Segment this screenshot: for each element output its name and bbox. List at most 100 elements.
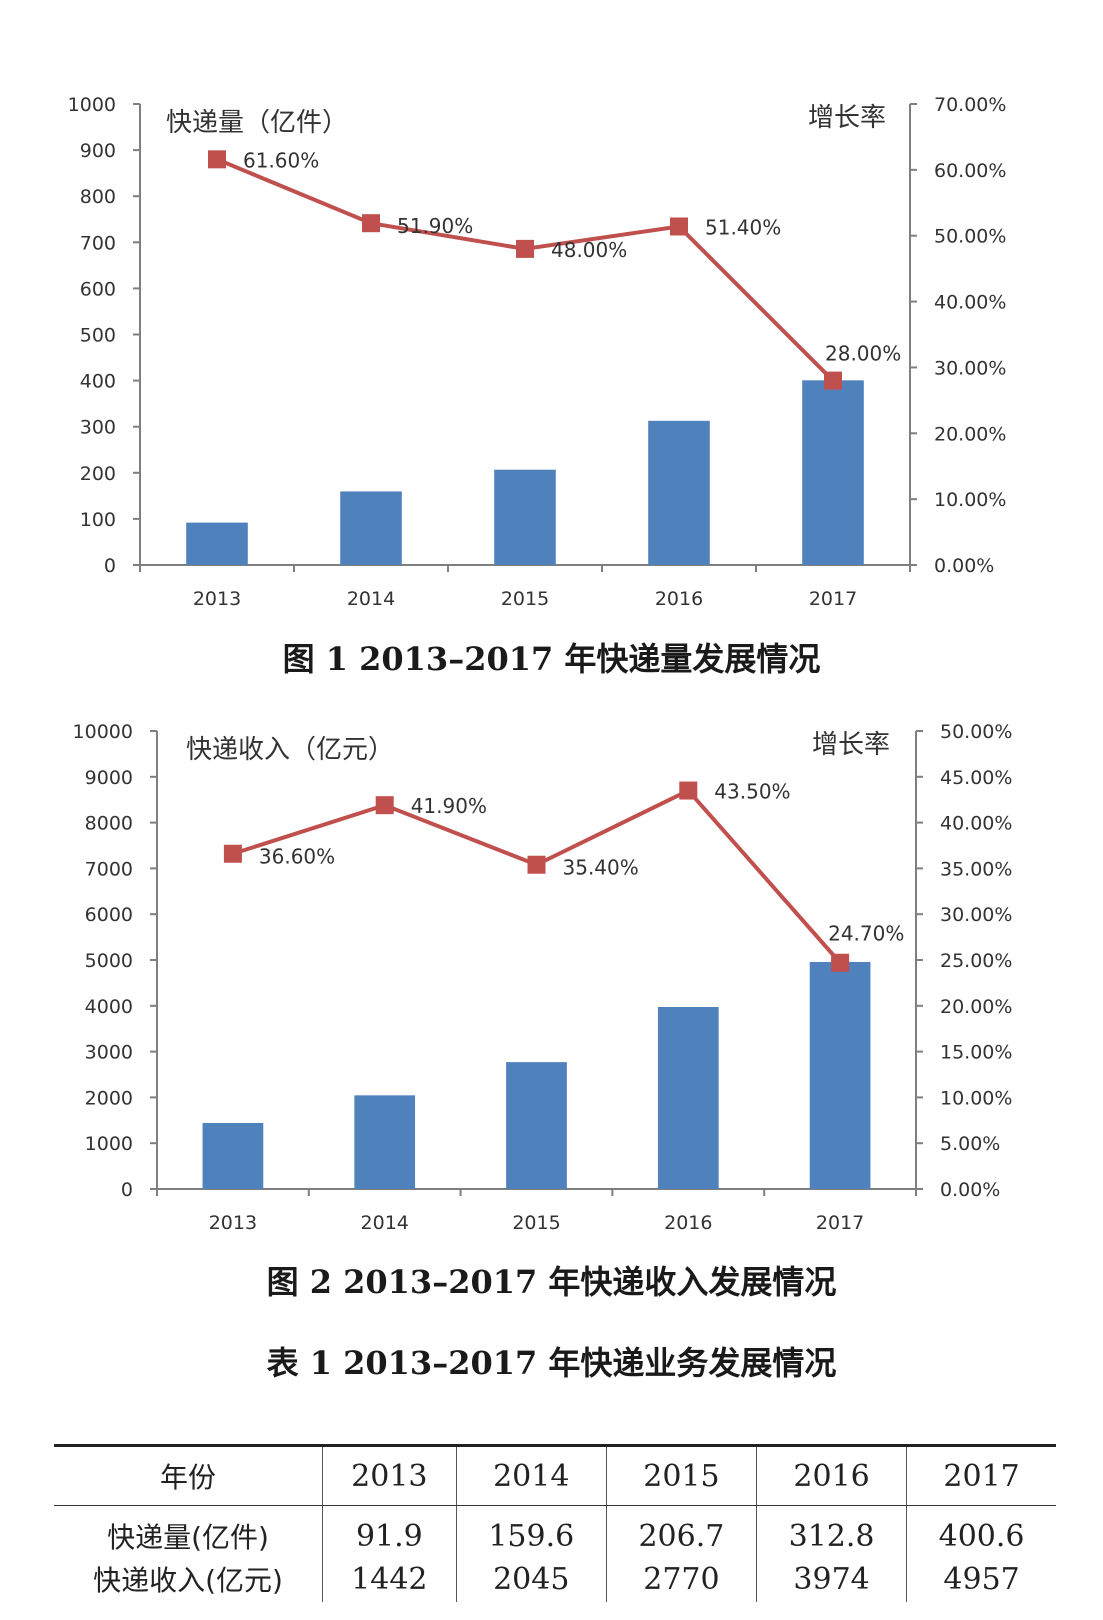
- bar: [340, 491, 402, 565]
- left-tick-label: 7000: [85, 858, 133, 880]
- left-tick-label: 2000: [85, 1087, 133, 1109]
- x-tick-label: 2014: [347, 588, 395, 610]
- right-tick-label: 20.00%: [940, 996, 1012, 1018]
- right-tick-label: 10.00%: [940, 1087, 1012, 1109]
- express-volume-chart: 0 100 200 300 400 500 600 700 800 900 1000 0.00% 10.…: [68, 94, 1007, 610]
- bar: [354, 1095, 416, 1189]
- right-tick-label: 60.00%: [934, 160, 1006, 182]
- right-tick-label: 40.00%: [934, 292, 1006, 314]
- x-tick-label: 2014: [361, 1212, 409, 1234]
- right-tick-label: 20.00%: [934, 423, 1006, 445]
- bar: [648, 420, 710, 565]
- left-tick-label: 800: [80, 186, 116, 208]
- bar: [657, 1006, 719, 1189]
- data-label: 51.40%: [705, 215, 781, 239]
- right-axis-label: 增长率: [808, 103, 886, 133]
- growth-rate-marker: [362, 214, 380, 233]
- table-header-cell: 2014: [455, 1444, 607, 1506]
- data-label: 36.60%: [259, 845, 335, 869]
- bar: [202, 1122, 264, 1189]
- left-tick-label: 9000: [85, 767, 133, 789]
- table-cell: 快递量(亿件): [107, 1521, 269, 1554]
- left-axis-label: 快递收入（亿元）: [186, 735, 394, 765]
- right-tick-label: 50.00%: [940, 721, 1012, 743]
- table-cell: 206.7: [605, 1505, 757, 1556]
- left-tick-label: 6000: [85, 904, 133, 926]
- bar: [494, 469, 556, 565]
- table-cell: 312.8: [755, 1505, 907, 1556]
- growth-rate-line: [216, 157, 835, 383]
- right-axis-label: 增长率: [812, 730, 890, 760]
- table-header-cell: 年份: [54, 1444, 323, 1506]
- right-tick-label: 50.00%: [934, 226, 1006, 248]
- x-tick-label: 2016: [655, 588, 703, 610]
- growth-rate-marker: [831, 953, 850, 972]
- table-cell: 快递收入(亿元): [93, 1564, 283, 1597]
- data-label: 43.50%: [714, 780, 790, 804]
- left-tick-label: 900: [80, 140, 116, 162]
- growth-rate-line: [232, 788, 842, 965]
- data-label: 41.90%: [411, 794, 487, 818]
- table-header-cell: 2016: [755, 1444, 907, 1506]
- table-cell: 3974: [755, 1556, 907, 1602]
- left-tick-label: 3000: [85, 1042, 133, 1064]
- left-tick-label: 500: [80, 325, 116, 347]
- left-tick-label: 8000: [85, 813, 133, 835]
- growth-rate-marker: [375, 796, 394, 815]
- right-tick-label: 40.00%: [940, 813, 1012, 835]
- right-tick-label: 35.00%: [940, 858, 1012, 880]
- right-tick-label: 25.00%: [940, 950, 1012, 972]
- left-tick-label: 1000: [68, 94, 116, 116]
- left-tick-label: 200: [80, 463, 116, 485]
- table-header-cell: 2015: [605, 1444, 757, 1506]
- x-tick-label: 2013: [209, 1212, 257, 1234]
- express-revenue-chart: 0 1000 2000 3000 4000 5000 6000 7000 8000 9000 100…: [73, 721, 1013, 1234]
- left-tick-label: 100: [80, 509, 116, 531]
- table-cell: 2045: [455, 1556, 607, 1602]
- x-tick-label: 2017: [809, 588, 857, 610]
- table-cell: 159.6: [455, 1505, 607, 1556]
- growth-rate-marker: [223, 844, 242, 863]
- growth-rate-marker: [670, 217, 688, 236]
- x-tick-label: 2013: [193, 588, 241, 610]
- right-tick-label: 10.00%: [934, 489, 1006, 511]
- table-title: 表 1 2013–2017 年快递业务发展情况: [266, 1344, 837, 1382]
- table-row: 快递量(亿件) 91.9 159.6 206.7 312.8 400.6: [54, 1505, 1056, 1556]
- data-label: 24.70%: [828, 922, 904, 946]
- table-cell: 1442: [322, 1556, 457, 1602]
- growth-rate-marker: [516, 239, 534, 258]
- data-label: 61.60%: [243, 148, 319, 172]
- bar: [802, 380, 864, 565]
- left-tick-label: 300: [80, 417, 116, 439]
- left-tick-label: 0: [121, 1179, 133, 1201]
- right-tick-label: 0.00%: [934, 555, 994, 577]
- data-label: 35.40%: [563, 856, 639, 880]
- express-business-table: 年份 2013 2014 2015 2016 2017 快递量(亿件) 91.9…: [54, 1444, 1056, 1602]
- left-tick-label: 700: [80, 232, 116, 254]
- data-label: 28.00%: [825, 342, 901, 366]
- data-label: 48.00%: [551, 238, 627, 262]
- right-tick-label: 45.00%: [940, 767, 1012, 789]
- bar: [809, 961, 871, 1189]
- growth-rate-marker: [824, 371, 842, 390]
- table-header-cell: 2017: [906, 1444, 1056, 1506]
- right-tick-label: 30.00%: [934, 357, 1006, 379]
- growth-rate-marker: [208, 150, 226, 169]
- x-tick-label: 2015: [512, 1212, 560, 1234]
- right-tick-label: 5.00%: [940, 1133, 1000, 1155]
- x-tick-label: 2016: [664, 1212, 712, 1234]
- table-header-row: 年份 2013 2014 2015 2016 2017: [54, 1444, 1056, 1506]
- table-cell: 4957: [906, 1556, 1056, 1602]
- data-label: 51.90%: [397, 214, 473, 238]
- left-tick-label: 4000: [85, 996, 133, 1018]
- figure2-caption: 图 2 2013–2017 年快递收入发展情况: [266, 1263, 837, 1301]
- right-tick-label: 30.00%: [940, 904, 1012, 926]
- right-tick-label: 70.00%: [934, 94, 1006, 116]
- right-tick-label: 15.00%: [940, 1042, 1012, 1064]
- bar: [506, 1062, 567, 1189]
- right-tick-label: 0.00%: [940, 1179, 1000, 1201]
- table-cell: 2770: [605, 1556, 757, 1602]
- left-tick-label: 5000: [85, 950, 133, 972]
- x-tick-label: 2017: [816, 1212, 864, 1234]
- growth-rate-marker: [527, 855, 546, 874]
